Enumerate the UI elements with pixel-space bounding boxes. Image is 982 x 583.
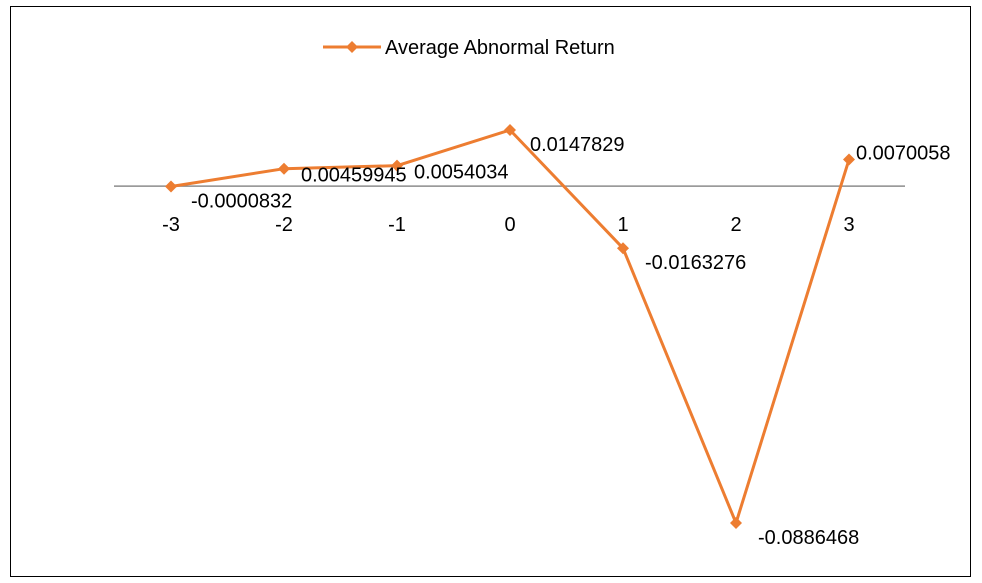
x-tick-label: -2 (275, 214, 293, 236)
data-point-marker (617, 242, 629, 255)
data-point-marker (843, 153, 855, 166)
axis-layer: -3 -2 -1 0 1 2 3 (114, 185, 905, 236)
x-tick-label: -3 (162, 214, 180, 236)
chart-area (10, 6, 971, 577)
series-line-average-abnormal-return (170, 128, 851, 525)
data-point-marker (391, 159, 403, 172)
data-label: 0.0147829 (530, 134, 625, 156)
data-label-layer: -0.0000832 0.00459945 0.0054034 0.0147829 -0… (191, 134, 951, 549)
data-label: 0.0054034 (414, 162, 509, 184)
data-point-marker (278, 162, 290, 175)
x-tick-label: -1 (388, 214, 406, 236)
data-label: -0.0000832 (191, 190, 292, 212)
legend: Average Abnormal Return (323, 37, 615, 59)
x-tick-label: 1 (617, 214, 628, 236)
legend-diamond-marker (346, 41, 358, 53)
x-tick-label: 3 (843, 214, 854, 236)
x-tick-label: 2 (730, 214, 741, 236)
data-point-marker (165, 180, 177, 193)
data-label: -0.0163276 (645, 252, 746, 274)
series-layer (165, 124, 855, 529)
legend-label: Average Abnormal Return (385, 37, 615, 59)
x-tick-label: 0 (504, 214, 515, 236)
data-point-marker (730, 517, 742, 529)
data-point-marker (504, 124, 516, 136)
data-label: 0.00459945 (301, 165, 407, 187)
data-label: -0.0886468 (758, 527, 859, 549)
data-label: 0.0070058 (856, 143, 951, 165)
